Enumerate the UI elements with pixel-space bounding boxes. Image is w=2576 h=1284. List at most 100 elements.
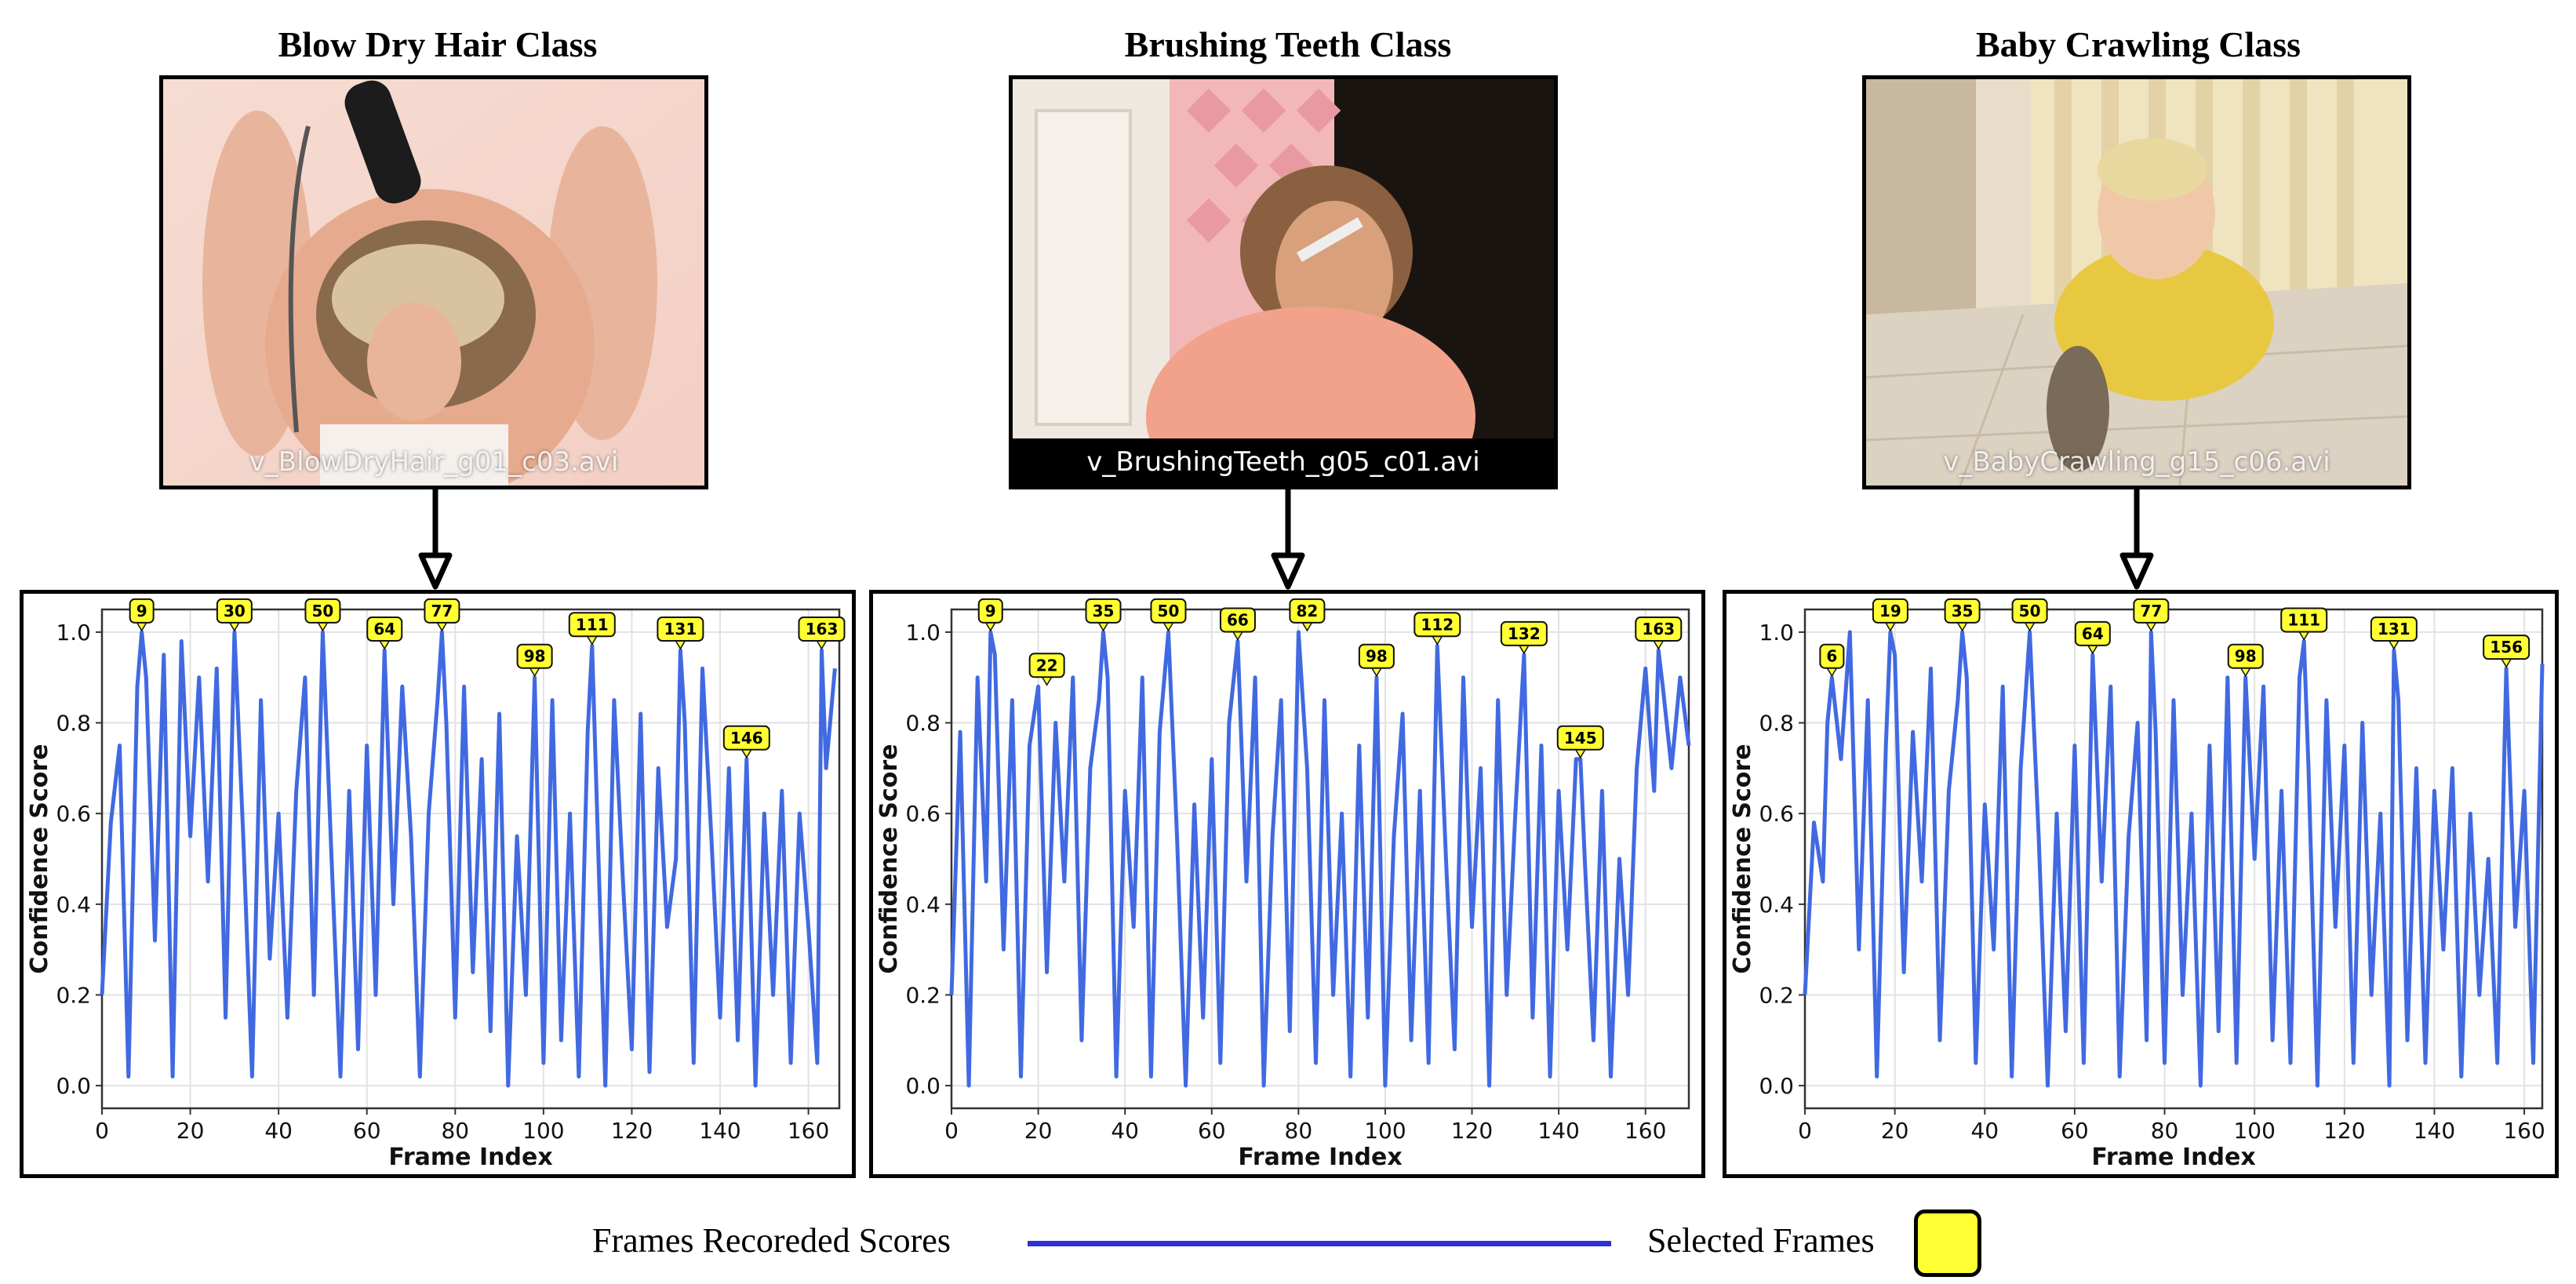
marker-pointer (2239, 667, 2252, 678)
x-tick-label: 80 (1285, 1118, 1313, 1144)
x-tick-label: 100 (522, 1118, 564, 1144)
selected-frame-marker (366, 617, 403, 642)
marker-pointer (317, 622, 329, 632)
thumbnail-brushing-teeth: v_BrushingTeeth_g05_c01.avi (1009, 75, 1558, 489)
marker-pointer (136, 622, 147, 632)
y-tick-label: 1.0 (1759, 620, 1794, 646)
x-tick-label: 140 (1537, 1118, 1579, 1144)
selected-frame-label: 131 (2378, 620, 2410, 638)
selected-frame-label: 112 (1421, 615, 1454, 634)
selected-frame-label: 131 (664, 620, 697, 638)
thumbnail-baby-crawling: v_BabyCrawling_g15_c06.avi (1862, 75, 2411, 489)
plot-area-frame (1803, 608, 2544, 1110)
thumbnail-filename: v_BrushingTeeth_g05_c01.avi (1013, 438, 1554, 486)
marker-pointer (2145, 622, 2157, 632)
x-tick-label: 100 (2233, 1118, 2275, 1144)
confidence-chart-brushing-teeth: 0 20 40 60 80 100 120 140 160 0.0 0.2 0.4 0.6 0.8 1.0 F… (875, 598, 1691, 1171)
y-tick-label: 0.4 (1759, 892, 1794, 918)
marker-pointer (2298, 631, 2310, 641)
marker-pointer (436, 622, 448, 632)
y-tick-label: 0.0 (56, 1073, 91, 1099)
x-axis-label: Frame Index (1238, 1144, 1402, 1171)
marker-pointer (1652, 640, 1665, 650)
arrow-head-icon (418, 552, 453, 590)
selected-frame-label: 30 (224, 602, 246, 620)
selected-frame-label: 98 (524, 647, 546, 666)
selected-frame-marker (2133, 598, 2170, 624)
confidence-series-line (100, 630, 837, 1088)
selected-frame-label: 145 (1564, 729, 1597, 747)
x-tick-label: 160 (1625, 1118, 1666, 1144)
marker-pointer (740, 749, 753, 759)
chart-panel-3: 0 20 40 60 80 100 120 140 160 0.0 0.2 0.4 0.6 0.8 1.0 F… (1723, 590, 2559, 1178)
arrow-head-icon (2119, 552, 2154, 590)
thumbnail-blow-dry-hair: v_BlowDryHair_g01_c03.avi (159, 75, 708, 489)
x-tick-label: 20 (1881, 1118, 1909, 1144)
x-tick-label: 20 (1024, 1118, 1053, 1144)
selected-frame-marker (2074, 620, 2111, 646)
selected-frame-marker (1556, 725, 1604, 751)
marker-pointer (675, 640, 686, 650)
selected-frame-label: 6 (1826, 647, 1837, 666)
arrow-layer (418, 489, 2154, 590)
selected-frame-label: 146 (730, 729, 763, 747)
marker-pointer (1884, 622, 1897, 632)
selected-frame-label: 19 (1879, 602, 1901, 620)
marker-pointer (378, 640, 391, 650)
panel-title-blow-dry-hair: Blow Dry Hair Class (278, 24, 598, 64)
selected-frame-label: 50 (312, 602, 334, 620)
selected-frame-marker (216, 598, 253, 624)
selected-frame-marker (568, 612, 616, 638)
marker-pointer (228, 622, 241, 632)
selected-frame-marker (1500, 620, 1548, 646)
selected-frame-label: 132 (1508, 624, 1541, 643)
x-axis-label: Frame Index (2091, 1144, 2255, 1171)
selected-frame-marker (722, 725, 770, 751)
y-axis-label: Confidence Score (26, 744, 53, 973)
y-tick-label: 0.6 (56, 801, 91, 827)
x-tick-label: 100 (1364, 1118, 1406, 1144)
selected-frame-label: 64 (2082, 624, 2104, 643)
selected-frame-label: 163 (806, 620, 839, 638)
x-tick-label: 160 (2503, 1118, 2545, 1144)
selected-frame-label: 35 (1093, 602, 1115, 620)
marker-pointer (816, 640, 828, 650)
selected-frame-marker (1872, 598, 1908, 624)
marker-pointer (1574, 749, 1587, 759)
selected-frame-marker (516, 643, 553, 669)
selected-frame-marker (1028, 653, 1065, 678)
y-tick-label: 0.2 (1759, 982, 1794, 1008)
y-axis-label: Confidence Score (1729, 744, 1756, 973)
y-tick-label: 0.0 (905, 1073, 941, 1099)
selected-frame-marker (657, 617, 704, 642)
selected-frame-label: 82 (1296, 602, 1318, 620)
confidence-chart-baby-crawling: 0 20 40 60 80 100 120 140 160 0.0 0.2 0.4 0.6 0.8 1.0 F… (1729, 598, 2545, 1171)
selected-frame-marker (1085, 598, 1122, 624)
selected-frame-label: 98 (1366, 647, 1388, 666)
selected-frame-marker (129, 598, 155, 624)
selected-frame-marker (2227, 643, 2264, 669)
selected-frame-marker (798, 617, 846, 642)
selected-frame-label: 77 (2140, 602, 2162, 620)
marker-pointer (2024, 622, 2036, 632)
marker-pointer (1041, 676, 1053, 686)
selected-frame-marker (1944, 598, 1981, 624)
x-tick-label: 40 (264, 1118, 293, 1144)
y-tick-label: 0.2 (56, 982, 91, 1008)
selected-frame-label: 98 (2235, 647, 2257, 666)
selected-frame-label: 156 (2490, 638, 2523, 657)
x-tick-label: 0 (1798, 1118, 1812, 1144)
selected-frame-label: 9 (985, 602, 996, 620)
y-tick-label: 1.0 (56, 620, 91, 646)
marker-pointer (1431, 635, 1443, 646)
selected-frame-label: 163 (1642, 620, 1675, 638)
y-tick-label: 0.8 (1759, 711, 1794, 737)
y-tick-label: 0.0 (1759, 1073, 1794, 1099)
baby-crawling-scene-image (1866, 79, 2407, 486)
x-tick-label: 80 (441, 1118, 469, 1144)
marker-pointer (984, 622, 997, 632)
selected-frame-marker (1150, 598, 1187, 624)
legend-frames-label: Frames Recoreded Scores (592, 1221, 951, 1260)
selected-frame-label: 111 (2287, 610, 2320, 629)
x-tick-label: 80 (2151, 1118, 2179, 1144)
